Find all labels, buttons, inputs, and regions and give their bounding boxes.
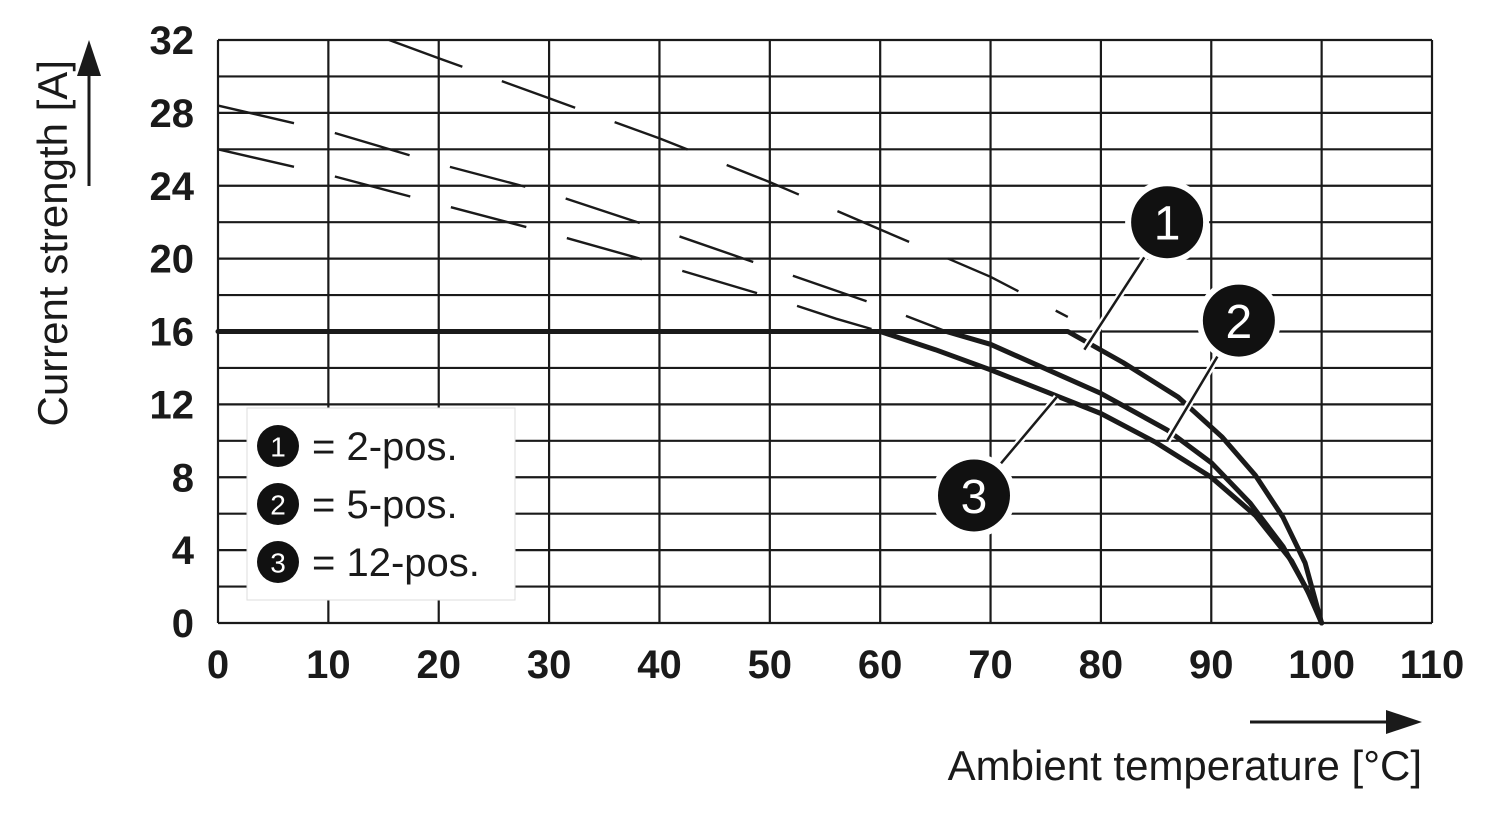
- curve-callouts: 12 3: [931, 180, 1281, 538]
- callout-number: 2: [1226, 296, 1253, 349]
- x-tick-label: 30: [527, 643, 572, 687]
- callout-badge-2: [1202, 284, 1275, 357]
- x-tick-label: 100: [1288, 643, 1355, 687]
- curve-3-dashed: [217, 148, 881, 333]
- y-axis-label: Current strength [A]: [29, 60, 76, 427]
- legend-marker-number: 2: [270, 490, 286, 521]
- y-tick-label: 4: [172, 529, 195, 573]
- x-tick-label: 60: [858, 643, 903, 687]
- x-tick-label: 110: [1400, 643, 1465, 687]
- y-tick-label: 24: [150, 165, 195, 209]
- x-axis-arrow-icon: [1250, 710, 1422, 734]
- x-tick-label: 40: [637, 643, 682, 687]
- x-tick-label: 20: [416, 643, 461, 687]
- y-tick-label: 28: [150, 92, 195, 136]
- y-tick-label: 8: [172, 456, 194, 500]
- derating-curves: [215, 38, 1325, 626]
- callout-badge-1: [1131, 186, 1204, 259]
- legend-marker-1: [257, 425, 299, 467]
- y-tick-label: 0: [172, 602, 194, 646]
- x-tick-label: 90: [1189, 643, 1234, 687]
- legend-marker-3: [257, 541, 299, 583]
- legend-entry-text: = 12-pos.: [312, 541, 480, 585]
- callout-number: 1: [1154, 198, 1181, 251]
- legend-marker-2: [257, 483, 299, 525]
- curve-3-solid: [877, 329, 1325, 626]
- x-tick-label: 10: [306, 643, 351, 687]
- legend-marker-number: 1: [270, 432, 286, 463]
- y-axis-arrow-icon: [77, 40, 101, 186]
- callout-number: 3: [961, 471, 988, 524]
- curve-2-dashed: [217, 104, 947, 333]
- x-tick-label: 50: [748, 643, 793, 687]
- y-tick-label: 32: [150, 19, 195, 63]
- x-tick-label: 80: [1079, 643, 1124, 687]
- x-axis-ticks: 0 10 20 30 40 50 60 70 80 90 100 110: [207, 643, 1464, 687]
- legend: 1 = 2-pos. 2 = 5-pos. 3 = 12-pos.: [246, 407, 516, 601]
- curve-1-dashed: [388, 38, 1069, 318]
- y-axis-ticks: 0 4 8 12 16 20 24 28 32: [150, 19, 195, 646]
- legend-entry-text: = 5-pos.: [312, 483, 458, 527]
- x-tick-label: 0: [207, 643, 229, 687]
- x-axis-label: Ambient temperature [°C]: [948, 742, 1422, 789]
- y-tick-label: 16: [150, 311, 195, 355]
- plot-grid: [216, 38, 1434, 625]
- legend-entry-text: = 2-pos.: [312, 425, 458, 469]
- legend-marker-number: 3: [270, 548, 286, 579]
- y-tick-label: 12: [150, 383, 195, 427]
- x-tick-label: 70: [968, 643, 1013, 687]
- y-tick-label: 20: [150, 238, 195, 282]
- callout-badge-3: [937, 459, 1010, 532]
